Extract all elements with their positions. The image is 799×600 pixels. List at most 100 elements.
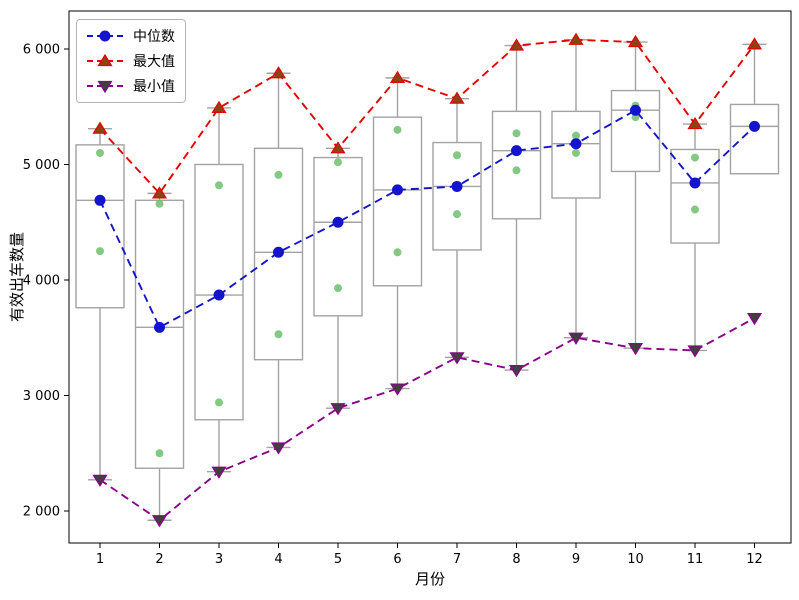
- max-marker: [627, 34, 644, 48]
- box: [432, 141, 482, 251]
- plot-border: [68, 10, 792, 544]
- data-point: [274, 170, 283, 179]
- x-tick-label: 4: [274, 552, 282, 567]
- x-axis: 1 2 3 4 5 6 7 8 9 10 11 12: [96, 543, 763, 567]
- box: [491, 110, 542, 220]
- box: [729, 103, 780, 175]
- median-marker: [570, 138, 582, 150]
- min-line-icon: [87, 80, 123, 93]
- legend: 中位数 最大值 最小值: [76, 19, 186, 103]
- data-point: [572, 148, 580, 157]
- data-point: [334, 284, 342, 293]
- data-point: [453, 151, 461, 160]
- boxplot-month-6: [372, 77, 423, 390]
- x-axis-title: 月份: [415, 570, 445, 588]
- median-marker: [749, 120, 760, 132]
- series-triangle-up: [92, 32, 763, 199]
- x-tick-label: 2: [155, 552, 163, 567]
- box: [313, 156, 363, 317]
- data-point: [96, 148, 104, 157]
- data-point: [274, 330, 283, 339]
- max-marker: [151, 186, 168, 199]
- x-tick-label: 12: [746, 552, 763, 567]
- min-marker: [270, 442, 287, 455]
- legend-item-min: 最小值: [85, 75, 175, 97]
- x-tick-label: 9: [572, 552, 580, 567]
- box: [253, 147, 304, 361]
- max-marker: [746, 37, 763, 50]
- max-line-icon: [87, 54, 123, 67]
- x-tick-label: 7: [453, 552, 461, 567]
- min-marker: [568, 332, 584, 345]
- min-marker: [97, 80, 113, 93]
- median-marker: [94, 194, 106, 206]
- median-marker: [392, 184, 403, 196]
- y-tick-label: 5 000: [23, 158, 60, 173]
- max-marker: [687, 116, 703, 130]
- median-marker: [213, 289, 225, 301]
- data-point: [691, 153, 699, 162]
- max-marker: [449, 91, 465, 104]
- series-line: [99, 108, 756, 329]
- median-line-icon: [87, 30, 123, 42]
- data-point: [453, 210, 461, 219]
- max-marker: [508, 38, 525, 51]
- median-marker: [511, 145, 522, 157]
- boxplot-month-11: [670, 123, 720, 352]
- boxplot-month-7: [432, 97, 482, 359]
- x-tick-label: 11: [687, 552, 704, 567]
- data-point: [215, 181, 223, 190]
- median-marker: [99, 30, 111, 42]
- max-marker: [330, 141, 346, 154]
- x-tick-label: 5: [334, 552, 342, 567]
- box: [372, 116, 423, 287]
- min-marker: [746, 313, 763, 326]
- boxplot-month-10: [610, 41, 661, 349]
- y-tick-label: 4 000: [23, 274, 60, 289]
- series-triangle-down: [92, 313, 763, 528]
- data-points: [96, 101, 759, 458]
- box: [610, 89, 661, 173]
- boxplot-month-4: [253, 72, 304, 449]
- y-tick-label: 3 000: [23, 389, 60, 404]
- x-tick-label: 8: [512, 552, 520, 567]
- box: [551, 110, 601, 199]
- data-point: [512, 129, 521, 138]
- min-marker: [389, 383, 406, 396]
- data-point: [215, 398, 223, 407]
- min-marker: [330, 403, 346, 416]
- box: [75, 144, 125, 309]
- max-marker: [92, 121, 108, 134]
- max-marker: [389, 70, 406, 83]
- legend-label-max: 最大值: [133, 54, 175, 70]
- min-marker: [449, 352, 465, 365]
- max-marker: [568, 32, 584, 45]
- box: [670, 148, 720, 244]
- legend-label-median: 中位数: [133, 29, 175, 45]
- min-marker: [627, 343, 644, 356]
- y-axis-title: 有效出车数量: [8, 232, 26, 322]
- series-circle: [94, 104, 760, 333]
- data-point: [96, 247, 104, 256]
- data-point: [155, 449, 164, 458]
- data-point: [512, 166, 521, 175]
- min-marker: [211, 466, 227, 479]
- legend-item-median: 中位数: [85, 25, 175, 47]
- data-point: [393, 125, 402, 134]
- x-tick-label: 1: [96, 552, 104, 567]
- max-marker: [97, 54, 113, 67]
- max-marker: [270, 66, 287, 79]
- legend-label-min: 最小值: [133, 79, 175, 95]
- min-marker: [151, 515, 168, 528]
- data-point: [334, 158, 342, 167]
- max-marker: [211, 100, 227, 114]
- y-tick-label: 6 000: [23, 43, 60, 58]
- box: [194, 163, 244, 421]
- median-marker: [630, 104, 641, 116]
- median-marker: [689, 177, 701, 189]
- y-axis: 2 000 3 000 4 000 5 000 6 000: [23, 43, 69, 520]
- data-point: [691, 205, 699, 214]
- y-tick-label: 2 000: [23, 505, 60, 520]
